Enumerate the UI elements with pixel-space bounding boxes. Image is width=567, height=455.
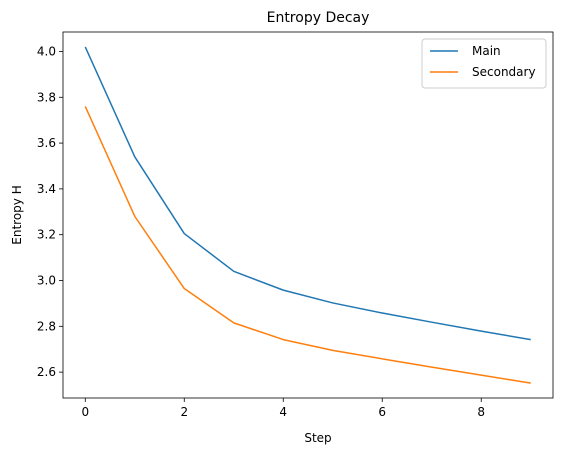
legend-label-1: Main (472, 44, 501, 58)
x-axis: 0 2 4 6 8 (81, 398, 485, 419)
plot-frame (62, 31, 554, 399)
y-tick-label: 3.4 (37, 182, 56, 196)
x-axis-label: Step (304, 431, 331, 445)
legend: Main Secondary (421, 38, 547, 89)
y-tick-label: 2.6 (37, 365, 56, 379)
legend-label-2: Secondary (472, 65, 536, 79)
y-tick-label: 3.8 (37, 90, 56, 104)
y-axis: 2.6 2.8 3.0 3.2 3.4 3.6 3.8 4.0 (37, 44, 63, 379)
x-tick-label: 2 (180, 405, 188, 419)
series-line-2 (84, 106, 531, 384)
y-axis-label: Entropy H (10, 185, 24, 244)
y-tick-label: 3.2 (37, 228, 56, 242)
series-line-1 (84, 46, 531, 341)
y-tick-label: 3.6 (37, 136, 56, 150)
chart-title: Entropy Decay (267, 10, 370, 26)
y-tick-label: 2.8 (37, 319, 56, 333)
x-tick-label: 0 (81, 405, 89, 419)
plot-area (84, 46, 531, 384)
y-tick-label: 4.0 (37, 44, 56, 58)
y-tick-label: 3.0 (37, 274, 56, 288)
x-tick-label: 6 (378, 405, 386, 419)
x-tick-label: 4 (279, 405, 287, 419)
x-tick-label: 8 (477, 405, 485, 419)
